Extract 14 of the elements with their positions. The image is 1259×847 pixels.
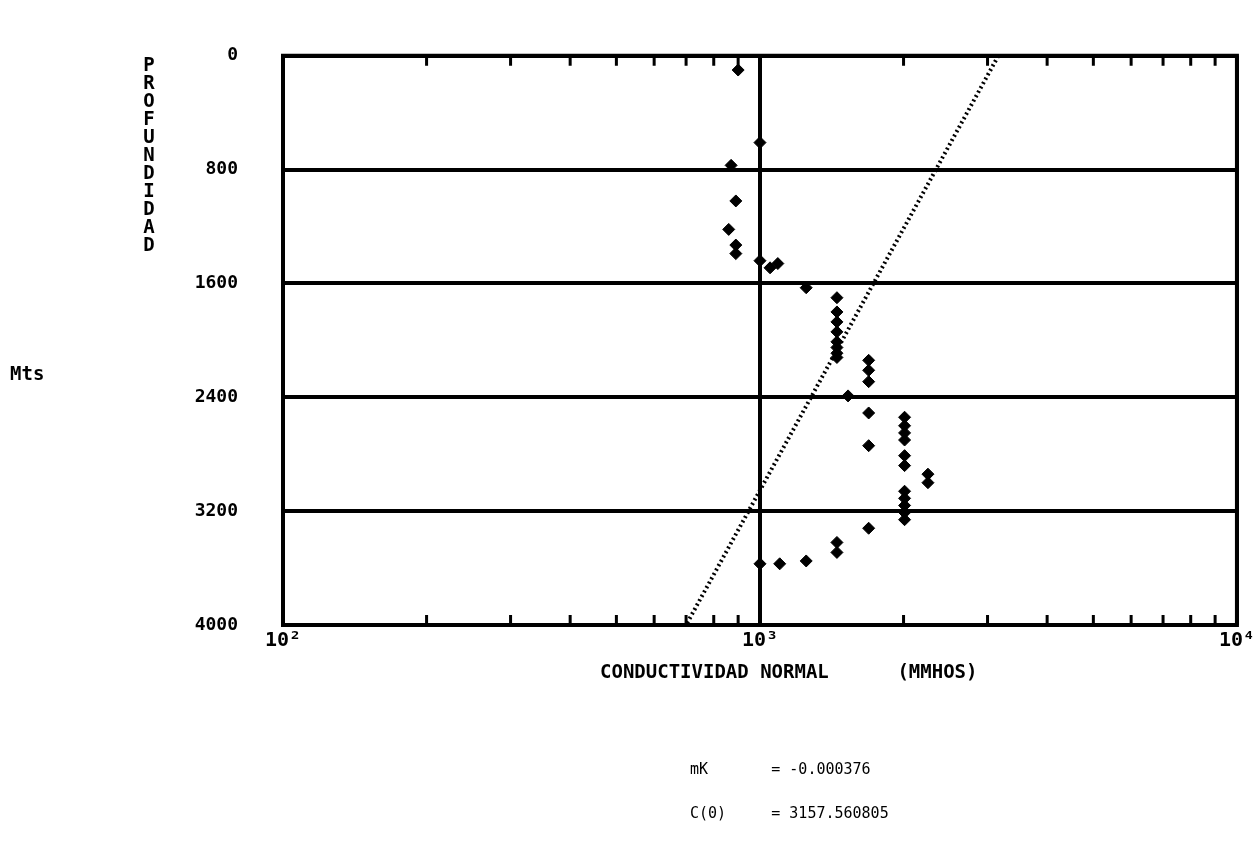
y-tick-label: 800 [205,157,238,179]
text: PROFUNDIDAD [143,53,155,255]
x-tick-label: 10⁴ [1218,627,1255,652]
y-tick-label: 4000 [194,612,238,634]
text: C(0) = 3157.560805 [690,804,889,822]
x-axis-title: CONDUCTIVIDAD NORMAL (MMHOS) [600,660,978,682]
text: Mts [10,362,45,384]
x-tick-label: 10² [264,627,302,652]
y-tick-label: 1600 [194,271,238,293]
y-tick-label: 2400 [194,384,238,406]
text: mK = -0.000376 [690,760,871,778]
y-tick-label: 0 [227,43,238,65]
x-tick-label: 10³ [741,627,779,652]
y-tick-label: 3200 [194,498,238,520]
